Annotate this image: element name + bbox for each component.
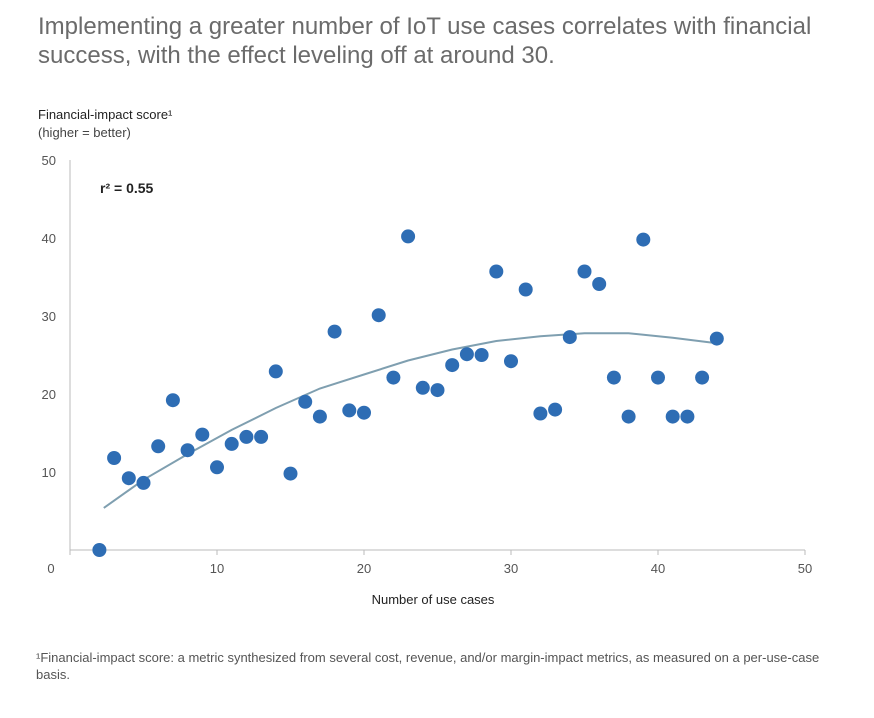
data-point: [121, 471, 136, 486]
r-squared-annotation: r² = 0.55: [100, 180, 154, 196]
data-point: [195, 427, 210, 442]
data-point: [709, 331, 724, 346]
data-point: [342, 403, 357, 418]
data-point: [474, 348, 489, 362]
data-point: [107, 451, 122, 465]
x-tick-label: 40: [651, 561, 665, 576]
data-point: [636, 232, 651, 247]
data-point: [357, 405, 371, 420]
x-tick-label: 50: [798, 561, 812, 576]
data-point: [621, 409, 636, 424]
data-point: [136, 475, 151, 490]
trend-line: [103, 332, 717, 509]
data-point: [504, 354, 518, 369]
data-point: [386, 370, 401, 385]
data-point: [459, 347, 474, 362]
data-point: [680, 409, 695, 424]
data-point: [548, 402, 563, 417]
data-point: [562, 330, 577, 345]
data-point: [210, 460, 224, 475]
y-tick-label: 30: [42, 309, 56, 324]
x-tick-label: 20: [357, 561, 371, 576]
x-tick-label: 30: [504, 561, 518, 576]
data-point: [533, 406, 548, 421]
data-point: [327, 324, 342, 339]
data-point: [430, 383, 445, 398]
data-point: [151, 439, 166, 454]
data-point: [254, 429, 269, 444]
data-point: [592, 277, 607, 291]
y-tick-label: 20: [42, 387, 56, 402]
data-point: [415, 380, 430, 395]
data-point: [298, 394, 313, 409]
data-point: [180, 443, 195, 458]
data-point: [577, 264, 592, 279]
y-tick-label: 40: [42, 231, 56, 246]
data-point: [518, 282, 533, 297]
data-point: [283, 466, 298, 481]
y-axis-sublabel: (higher = better): [38, 125, 131, 140]
y-axis-label-block: Financial-impact score¹ (higher = better…: [38, 106, 172, 142]
data-point: [445, 358, 460, 373]
data-point: [165, 393, 180, 408]
x-tick-label: 10: [210, 561, 224, 576]
data-point: [651, 370, 665, 385]
data-point: [371, 308, 386, 323]
data-point: [401, 229, 416, 244]
footnote: ¹Financial-impact score: a metric synthe…: [36, 650, 820, 682]
y-tick-label: 10: [42, 465, 56, 480]
x-tick-label: 0: [47, 561, 54, 576]
data-point: [239, 429, 254, 444]
y-tick-label: 50: [42, 153, 56, 168]
data-point: [489, 264, 504, 279]
data-point: [268, 364, 283, 379]
data-point: [312, 409, 327, 424]
data-point: [606, 370, 621, 385]
data-point: [695, 370, 710, 385]
data-point: [92, 543, 107, 557]
data-point: [224, 436, 239, 451]
data-point: [665, 409, 680, 424]
x-axis-label: Number of use cases: [372, 592, 495, 607]
chart-title: Implementing a greater number of IoT use…: [38, 13, 812, 69]
y-axis-label: Financial-impact score¹: [38, 107, 173, 122]
